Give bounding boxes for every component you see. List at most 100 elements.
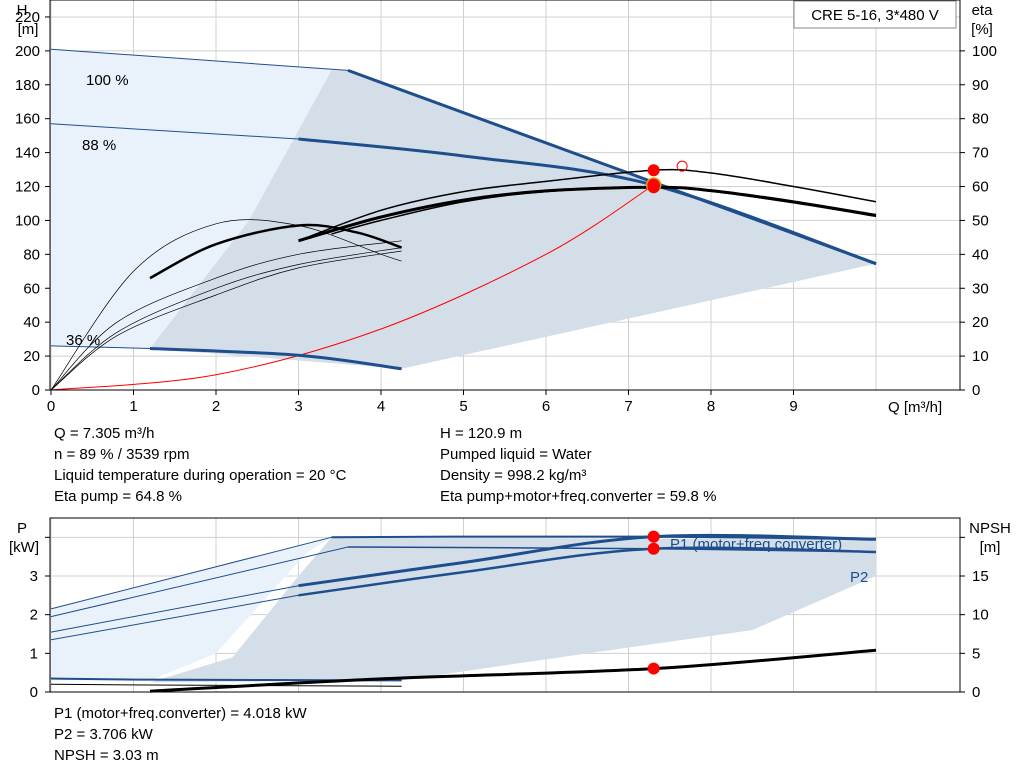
head-curve-36 — [149, 347, 402, 371]
info-speed: n = 89 % / 3539 rpm — [54, 446, 190, 463]
h-tick-label: 140 — [15, 145, 40, 162]
npsh-tick-label: 15 — [972, 568, 989, 585]
x-tick-label: 3 — [294, 398, 302, 415]
top-left-axis-unit: [m] — [18, 21, 39, 38]
eta-pump-point — [647, 164, 660, 177]
p1-curve — [298, 533, 877, 588]
x-tick-label: 4 — [377, 398, 385, 415]
eta-tick-label: 30 — [972, 280, 989, 297]
eta-tick-label: 60 — [972, 179, 989, 196]
head-curves — [50, 48, 877, 391]
operating-points — [645, 160, 688, 675]
info-p2: P2 = 3.706 kW — [54, 726, 153, 743]
eta-tick-label: 100 — [972, 43, 997, 60]
eta-tick-label: 70 — [972, 145, 989, 162]
efficiency-curve-alt — [331, 186, 877, 235]
product-label: CRE 5-16, 3*480 V — [811, 7, 939, 24]
p-tick-label: 1 — [30, 645, 38, 662]
bottom-left-axis-symbol: P — [17, 520, 27, 537]
info-npsh: NPSH = 3.03 m — [54, 747, 159, 764]
h-tick-label: 20 — [23, 348, 40, 365]
h-tick-label: 220 — [15, 9, 40, 26]
p-tick-label: 3 — [30, 568, 38, 585]
bottom-right-axis-symbol: NPSH — [969, 520, 1011, 537]
info-flow: Q = 7.305 m³/h — [54, 425, 155, 442]
p2-curve — [298, 546, 877, 597]
p2-series-label: P2 — [850, 569, 868, 586]
speed-label-88: 88 % — [82, 137, 116, 154]
x-tick-label: 5 — [459, 398, 467, 415]
system-curve — [50, 184, 654, 391]
npsh-tick-label: 10 — [972, 607, 989, 624]
eta-tick-label: 90 — [972, 77, 989, 94]
npsh-curve — [149, 648, 877, 693]
efficiency-curve-thin — [50, 247, 402, 391]
bottom-left-axis-unit: [kW] — [9, 539, 39, 556]
h-tick-label: 160 — [15, 111, 40, 128]
eta-tick-label: 10 — [972, 348, 989, 365]
head-curve-88 — [298, 137, 877, 266]
p2-point — [647, 542, 660, 555]
info-head: H = 120.9 m — [440, 425, 523, 442]
power-curve-light — [50, 585, 299, 633]
efficiency-curve-pump — [298, 168, 877, 242]
info-density: Density = 998.2 kg/m³ — [440, 467, 587, 484]
h-tick-label: 80 — [23, 246, 40, 263]
eta-tick-label: 80 — [972, 111, 989, 128]
top-plot-frame — [49, 0, 961, 391]
info-top-right: H = 120.9 m Pumped liquid = Water Densit… — [440, 423, 716, 507]
x-tick-label: 1 — [129, 398, 137, 415]
plot-frames — [49, 0, 961, 693]
power-reduced-region — [51, 537, 332, 681]
h-tick-label: 180 — [15, 77, 40, 94]
efficiency-curve-thin — [50, 240, 402, 391]
axis-ticks: 0 1 2 3 4 5 6 7 8 9020406080100120140160180200220… — [15, 9, 997, 701]
power-curve-light — [50, 536, 332, 610]
x-tick-label: 7 — [624, 398, 632, 415]
h-tick-label: 0 — [32, 382, 40, 399]
operating-range-region — [150, 70, 876, 369]
x-tick-label: 2 — [212, 398, 220, 415]
x-axis-label: Q [m³/h] — [888, 399, 942, 416]
eta-tick-label: 0 — [972, 382, 980, 399]
bottom-plot-frame — [49, 517, 961, 693]
x-tick-label: 0 — [47, 398, 55, 415]
info-p1: P1 (motor+freq.converter) = 4.018 kW — [54, 705, 307, 722]
info-top-left: Q = 7.305 m³/h n = 89 % / 3539 rpm Liqui… — [54, 423, 346, 507]
power-curves — [50, 533, 877, 693]
power-curve-light — [50, 546, 349, 618]
top-right-axis-unit: [%] — [971, 21, 993, 38]
speed-label-36: 36 % — [66, 332, 100, 349]
p-tick-label: 0 — [30, 684, 38, 701]
npsh-tick-label: 5 — [972, 645, 980, 662]
power-curve-low-thin — [50, 683, 402, 687]
eta-tick-label: 20 — [972, 314, 989, 331]
efficiency-curve-thin — [50, 250, 402, 391]
p1-point — [647, 530, 660, 543]
eta-total-point — [647, 181, 660, 194]
p-tick-label: 2 — [30, 607, 38, 624]
reduced-speed-region — [51, 49, 348, 349]
head-curve-light — [50, 123, 299, 140]
x-tick-label: 9 — [789, 398, 797, 415]
npsh-point — [647, 662, 660, 675]
head-curve-light — [50, 48, 349, 71]
info-eta-pump: Eta pump = 64.8 % — [54, 488, 182, 505]
speed-label-100: 100 % — [86, 72, 129, 89]
power-curve-light — [50, 594, 299, 641]
operating-range-shading — [51, 49, 876, 369]
eta-tick-label: 50 — [972, 212, 989, 229]
info-bottom: P1 (motor+freq.converter) = 4.018 kW P2 … — [54, 703, 307, 766]
npsh-tick-label: 0 — [972, 684, 980, 701]
info-eta-total: Eta pump+motor+freq.converter = 59.8 % — [440, 488, 717, 505]
p1-series-label: P1 (motor+freq.converter) — [670, 536, 842, 553]
efficiency-curve-low — [149, 223, 403, 280]
product-box — [793, 0, 957, 29]
h-tick-label: 100 — [15, 212, 40, 229]
bottom-right-axis-unit: [m] — [980, 539, 1001, 556]
info-temperature: Liquid temperature during operation = 20… — [54, 467, 347, 484]
power-range-shading — [51, 537, 876, 683]
top-left-axis-symbol: H — [17, 2, 28, 19]
h-tick-label: 60 — [23, 280, 40, 297]
